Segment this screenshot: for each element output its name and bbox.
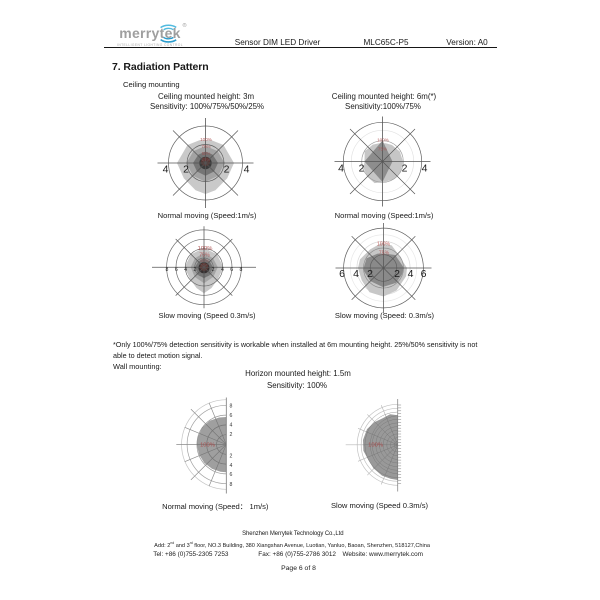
svg-text:75%: 75% [379,250,390,256]
svg-text:2: 2 [230,453,233,459]
svg-text:4: 4 [221,267,224,273]
svg-text:100%: 100% [200,137,212,142]
svg-text:100%: 100% [368,443,383,449]
svg-text:6: 6 [230,413,233,419]
svg-text:®: ® [182,22,186,29]
svg-text:100%: 100% [200,443,215,449]
svg-text:50%: 50% [202,151,211,156]
svg-text:INTELLIGENT LIGHTING CONTROL: INTELLIGENT LIGHTING CONTROL [117,43,183,47]
svg-text:2: 2 [367,268,373,280]
svg-text:2: 2 [394,268,400,280]
svg-text:2: 2 [230,432,233,438]
svg-text:8: 8 [166,267,169,273]
svg-text:2: 2 [193,267,196,273]
svg-text:2: 2 [224,163,230,175]
svg-text:75%: 75% [201,144,210,149]
svg-text:4: 4 [244,163,250,175]
svg-text:100%: 100% [377,138,389,143]
svg-text:2: 2 [402,162,408,174]
svg-text:4: 4 [422,162,428,174]
svg-text:100%: 100% [377,241,391,247]
svg-text:2: 2 [359,162,365,174]
svg-text:50%: 50% [200,258,209,263]
svg-text:6: 6 [230,267,233,273]
svg-text:75%: 75% [378,147,387,152]
svg-text:100%: 100% [198,246,213,252]
svg-text:4: 4 [184,267,187,273]
svg-text:6: 6 [230,472,233,478]
svg-text:4: 4 [408,268,414,280]
svg-text:6: 6 [175,267,178,273]
svg-text:4: 4 [353,268,359,280]
svg-text:8: 8 [230,404,233,410]
svg-text:4: 4 [163,163,169,175]
svg-text:6: 6 [421,268,427,280]
svg-text:8: 8 [230,482,233,488]
svg-text:25%: 25% [200,262,208,267]
svg-text:6: 6 [339,268,345,280]
svg-text:4: 4 [230,463,233,469]
svg-text:2: 2 [183,163,189,175]
svg-text:4: 4 [230,422,233,428]
svg-text:25%: 25% [202,157,211,162]
svg-text:8: 8 [240,267,243,273]
svg-text:75%: 75% [199,252,210,258]
svg-text:2: 2 [212,267,215,273]
svg-text:4: 4 [338,162,344,174]
